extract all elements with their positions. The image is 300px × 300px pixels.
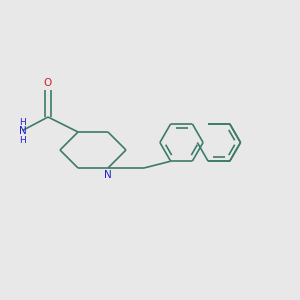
Text: H: H (19, 136, 26, 145)
Text: N: N (104, 170, 112, 180)
Text: N: N (19, 125, 26, 136)
Text: H: H (19, 118, 26, 127)
Text: O: O (44, 78, 52, 88)
